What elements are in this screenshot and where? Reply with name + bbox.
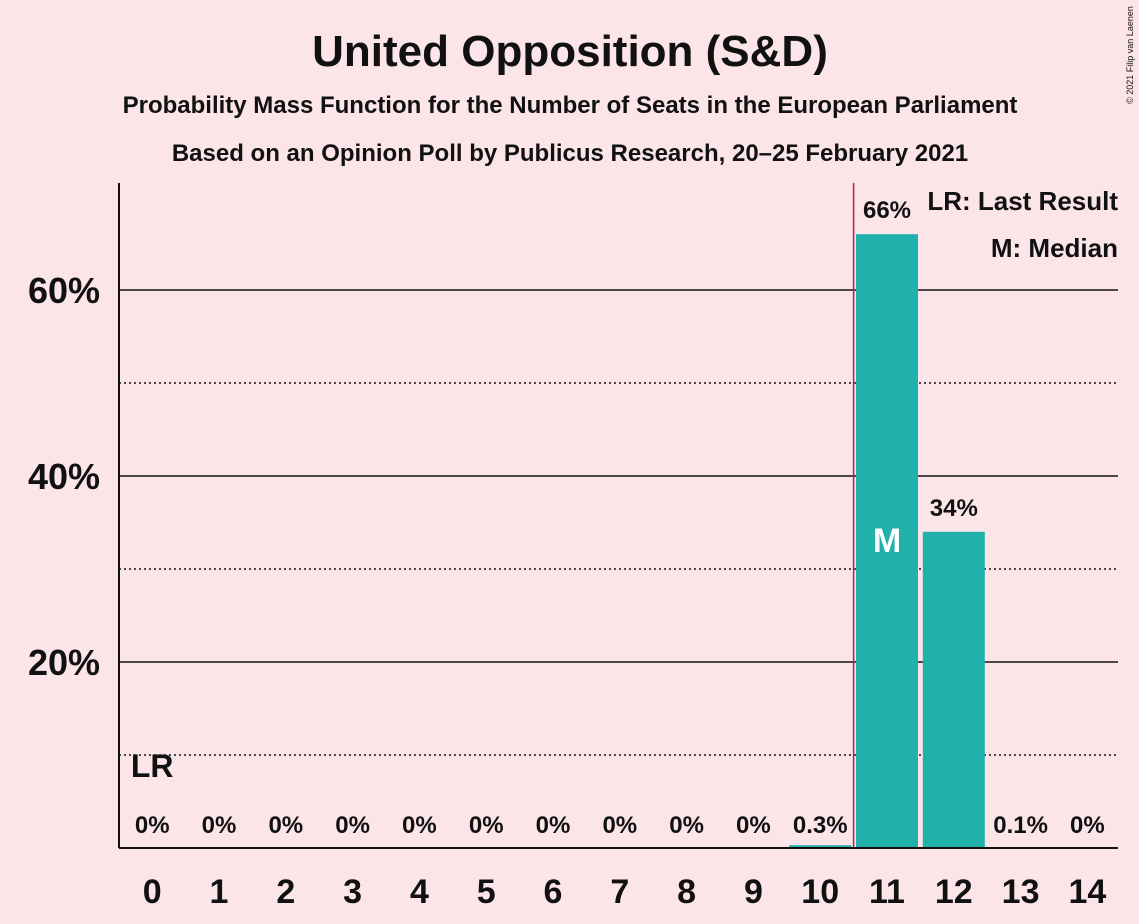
value-label: 0.3% [793,812,848,839]
value-label: 0% [469,812,504,839]
bar-seat-11 [856,234,918,848]
value-label: 0% [536,812,571,839]
last-result-marker: LR [131,748,174,784]
value-label: 0% [402,812,437,839]
y-tick-label: 40% [28,456,100,497]
value-label: 0% [335,812,370,839]
x-tick-label: 14 [1068,873,1106,911]
x-tick-label: 6 [544,873,563,911]
chart-subtitle-2: Based on an Opinion Poll by Publicus Res… [172,140,968,167]
value-label: 0% [602,812,637,839]
y-tick-label: 60% [28,270,100,311]
value-label: 34% [930,495,978,522]
bar-seat-12 [922,531,985,848]
value-label: 0% [202,812,237,839]
value-label: 0% [669,812,704,839]
x-tick-label: 9 [744,873,763,911]
x-tick-label: 13 [1002,873,1040,911]
chart-subtitle-1: Probability Mass Function for the Number… [123,92,1018,119]
bars [789,183,1052,848]
x-tick-label: 0 [143,873,162,911]
x-tick-label: 2 [276,873,295,911]
value-label: 0% [1070,812,1105,839]
x-tick-label: 11 [869,873,905,911]
median-marker: M [873,522,901,560]
x-tick-label: 5 [477,873,496,911]
value-label: 0% [268,812,303,839]
x-tick-label: 4 [410,873,429,911]
chart-title: United Opposition (S&D) [312,27,828,76]
x-tick-label: 7 [610,873,629,911]
value-label: 0% [135,812,170,839]
y-tick-label: 20% [28,642,100,683]
value-label: 0.1% [993,812,1048,839]
x-tick-label: 3 [343,873,362,911]
legend-last-result: LR: Last Result [927,186,1118,216]
legend-median: M: Median [991,233,1118,263]
axes: 20%40%60%0 1 2 3 4 5 6 7 8 9 10 11 12 13 14 [28,183,1118,911]
x-tick-label: 12 [935,873,973,911]
copyright-text: © 2021 Filip van Laenen [1125,6,1135,104]
bar-seat-10 [789,845,852,848]
x-tick-label: 10 [801,873,839,911]
x-tick-label: 8 [677,873,696,911]
x-tick-label: 1 [210,873,229,911]
value-labels: 0% 0% 0% 0% 0% 0% 0% 0% 0% 0% 0.3% 66% 34% 0.1% 0% M LR [131,197,1105,839]
value-label: 66% [863,197,911,224]
value-label: 0% [736,812,771,839]
